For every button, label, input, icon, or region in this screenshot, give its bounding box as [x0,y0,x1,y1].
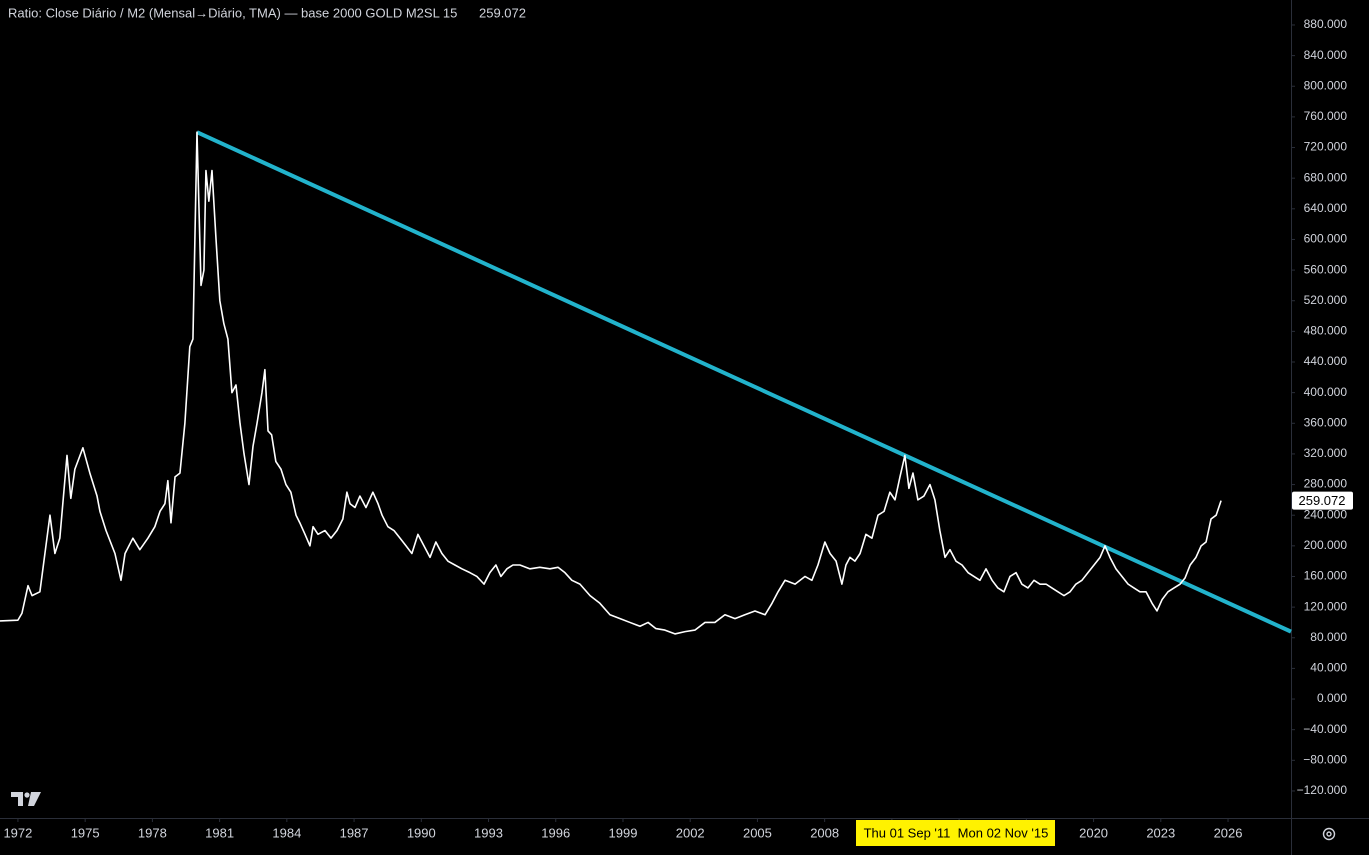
x-tick-label: 1978 [138,825,167,840]
y-tick-label: 760.000 [1304,109,1348,123]
x-tick-label: 1990 [407,825,436,840]
date-marker-label: Mon 02 Nov '15 [958,825,1049,840]
header-last-value: 259.072 [479,5,526,20]
x-tick-label: 2005 [743,825,772,840]
x-tick-label: 2020 [1079,825,1108,840]
last-value-badge [1292,491,1353,510]
x-tick-label: 1996 [541,825,570,840]
x-tick-label: 2026 [1214,825,1243,840]
x-tick-label: 2023 [1146,825,1175,840]
y-tick-label: −80.000 [1303,752,1347,766]
y-tick-label: 880.000 [1304,17,1348,31]
date-marker-label: Thu 01 Sep '11 [864,825,951,840]
data-line [0,131,1222,635]
chart-title: Ratio: Close Diário / M2 (Mensal→Diário,… [8,5,457,20]
y-tick-label: 440.000 [1304,354,1348,368]
y-tick-label: 800.000 [1304,78,1348,92]
y-tick-label: 840.000 [1304,48,1348,62]
x-tick-label: 2008 [810,825,839,840]
y-tick-label: 40.000 [1310,661,1347,675]
y-tick-label: 640.000 [1304,201,1348,215]
trend-line [196,130,1292,634]
x-tick-label: 1984 [272,825,301,840]
y-tick-label: 400.000 [1304,385,1348,399]
x-tick-label: 1975 [71,825,100,840]
y-tick-label: 360.000 [1304,415,1348,429]
x-tick-label: 1972 [3,825,32,840]
y-tick-label: 320.000 [1304,446,1348,460]
x-tick-label: 1999 [609,825,638,840]
y-tick-label: 680.000 [1304,170,1348,184]
x-tick-label: 2002 [676,825,705,840]
y-tick-label: 240.000 [1304,507,1348,521]
x-tick-label: 1993 [474,825,503,840]
y-tick-label: 600.000 [1304,232,1348,246]
date-marker-box [856,820,952,846]
y-tick-label: 120.000 [1304,599,1348,613]
y-tick-label: 280.000 [1304,477,1348,491]
tradingview-logo [11,792,41,806]
y-tick-label: 160.000 [1304,569,1348,583]
y-tick-label: 80.000 [1310,630,1347,644]
y-tick-label: 720.000 [1304,140,1348,154]
y-tick-label: −40.000 [1303,722,1347,736]
y-tick-label: −120.000 [1297,783,1348,797]
y-tick-label: 560.000 [1304,262,1348,276]
y-tick-label: 480.000 [1304,324,1348,338]
x-tick-label: 1981 [205,825,234,840]
last-value-label: 259.072 [1299,493,1346,508]
plot-area [0,130,1292,635]
y-tick-label: 520.000 [1304,293,1348,307]
x-tick-label: 1987 [340,825,369,840]
y-tick-label: 200.000 [1304,538,1348,552]
y-tick-label: 0.000 [1317,691,1347,705]
date-marker-box [950,820,1055,846]
settings-button[interactable] [1322,827,1336,841]
